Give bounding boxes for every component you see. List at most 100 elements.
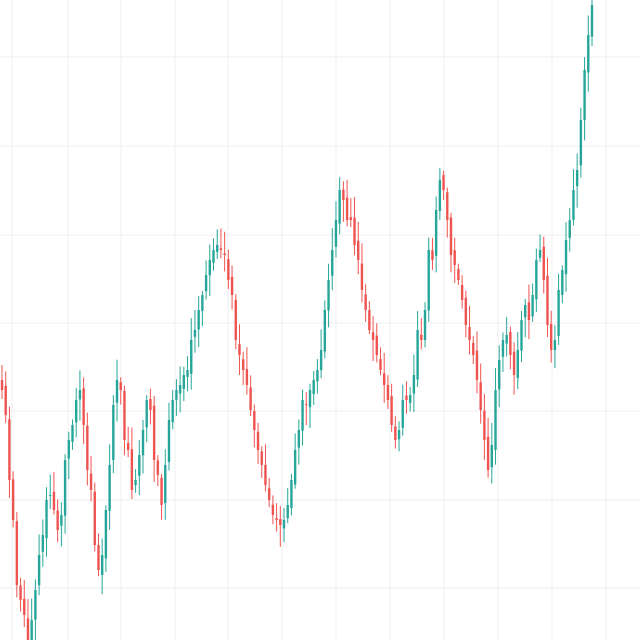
candle-body xyxy=(379,359,382,370)
candle-body xyxy=(479,382,482,410)
candle-body xyxy=(483,410,486,440)
candle-body xyxy=(305,404,308,406)
candle-body xyxy=(464,297,468,325)
candle-body xyxy=(123,390,126,440)
candle-body xyxy=(145,400,148,428)
candle-body xyxy=(516,350,519,379)
candle-body xyxy=(130,449,134,490)
candle-body xyxy=(509,331,512,355)
candle-body xyxy=(434,210,438,256)
candle-body xyxy=(408,395,412,403)
candle-body xyxy=(138,455,141,476)
candle-body xyxy=(193,330,197,337)
candle-body xyxy=(561,270,564,295)
candle-body xyxy=(394,426,397,440)
candle-body xyxy=(449,217,453,255)
candle-body xyxy=(78,390,82,400)
candle-body xyxy=(364,294,367,310)
candle-body xyxy=(486,436,490,470)
candle-body xyxy=(26,618,30,640)
candle-body xyxy=(520,320,523,351)
candle-body xyxy=(67,440,70,459)
candle-body xyxy=(152,405,156,460)
candle-body xyxy=(56,510,59,530)
candle-body xyxy=(412,375,416,394)
candle-body xyxy=(323,310,327,352)
candle-body xyxy=(245,369,249,385)
candle-body xyxy=(156,460,160,475)
candle-body xyxy=(249,387,252,410)
candle-body xyxy=(397,430,401,440)
candle-body xyxy=(227,259,230,280)
candle-body xyxy=(30,620,33,640)
candle-body xyxy=(312,380,315,395)
candle-body xyxy=(542,246,545,280)
candle-body xyxy=(527,302,531,320)
candle-body xyxy=(115,380,119,403)
candle-body xyxy=(241,359,245,370)
candle-body xyxy=(49,495,52,496)
candle-body xyxy=(549,323,553,350)
candle-body xyxy=(216,245,219,252)
candle-body xyxy=(308,390,312,408)
candle-body xyxy=(457,268,460,280)
candle-body xyxy=(331,250,334,276)
candle-body xyxy=(290,480,293,509)
candle-body xyxy=(360,263,364,290)
candle-body xyxy=(501,340,505,357)
candle-body xyxy=(223,253,226,255)
candle-body xyxy=(590,5,594,37)
candle-body xyxy=(583,70,586,120)
candle-body xyxy=(238,344,241,355)
candle-body xyxy=(453,250,456,265)
candle-body xyxy=(112,405,115,461)
candle-body xyxy=(568,220,571,238)
candle-body xyxy=(234,299,237,340)
candle-body xyxy=(505,335,508,344)
candle-body xyxy=(446,192,449,220)
candle-body xyxy=(37,555,41,586)
candle-body xyxy=(316,370,319,382)
candle-body xyxy=(420,334,423,340)
candle-body xyxy=(197,310,200,330)
candle-body xyxy=(416,330,419,380)
candle-body xyxy=(75,400,78,423)
candle-body xyxy=(71,425,74,442)
candle-body xyxy=(431,250,434,260)
candle-body xyxy=(15,521,19,585)
candle-body xyxy=(100,555,104,575)
candle-body xyxy=(357,240,360,260)
candle-body xyxy=(175,390,178,400)
candle-body xyxy=(468,326,471,340)
candle-body xyxy=(572,190,575,220)
candle-body xyxy=(82,388,85,425)
candle-body xyxy=(498,360,501,390)
candle-body xyxy=(190,340,193,374)
candle-body xyxy=(334,220,338,247)
candle-body xyxy=(275,518,278,520)
candle-body xyxy=(178,385,182,394)
candle-body xyxy=(34,590,37,620)
candle-body xyxy=(264,464,267,485)
candle-body xyxy=(490,445,494,468)
candle-body xyxy=(167,420,171,463)
candle-body xyxy=(349,217,353,220)
candle-body xyxy=(368,310,371,330)
candle-body xyxy=(23,598,26,615)
candle-body xyxy=(531,295,534,317)
candle-body xyxy=(546,275,549,325)
candle-body xyxy=(282,520,286,529)
candle-body xyxy=(279,519,282,525)
candle-body xyxy=(338,190,341,224)
candle-body xyxy=(52,491,56,510)
candle-body xyxy=(524,305,527,318)
candle-body xyxy=(475,350,479,380)
candle-body xyxy=(219,248,223,250)
candle-body xyxy=(342,189,345,200)
candle-body xyxy=(267,488,271,500)
candles xyxy=(0,0,594,640)
candle-body xyxy=(45,500,48,539)
